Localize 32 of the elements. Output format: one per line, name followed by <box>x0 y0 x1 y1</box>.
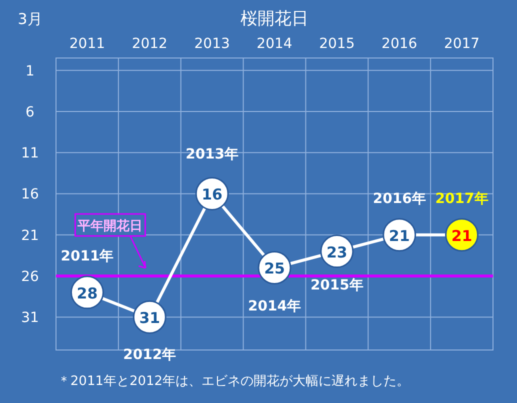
data-label: 28 <box>76 284 98 302</box>
annotation: 2013年 <box>186 146 239 163</box>
y-tick-label: 21 <box>21 228 39 244</box>
annotation: 2017年 <box>435 190 488 207</box>
chart-title: 桜開花日 <box>240 9 308 29</box>
x-tick-label: 2017 <box>444 36 480 52</box>
x-tick-label: 2012 <box>132 36 168 52</box>
x-tick-label: 2014 <box>256 36 292 52</box>
y-tick-label: 1 <box>26 63 34 80</box>
annotation: 2011年 <box>60 248 114 264</box>
y-tick-label: 31 <box>21 310 39 326</box>
y-tick-label: 26 <box>21 268 39 285</box>
data-label: 31 <box>139 309 160 328</box>
y-axis-title: 3月 <box>18 10 42 28</box>
y-tick-label: 11 <box>21 146 39 162</box>
annotation: 2016年 <box>372 190 426 207</box>
x-tick-label: 2011 <box>69 36 106 52</box>
data-label: 25 <box>264 260 285 278</box>
x-tick-label: 2015 <box>319 36 355 52</box>
data-label: 23 <box>326 243 348 262</box>
y-tick-label: 6 <box>26 104 35 120</box>
x-tick-label: 2013 <box>194 36 230 52</box>
y-tick-label: 16 <box>21 186 39 203</box>
annotation: 2012年 <box>123 347 176 364</box>
data-label: 21 <box>388 226 410 245</box>
annotation: 2015年 <box>310 277 364 294</box>
annotation: 2014年 <box>248 298 301 315</box>
data-label: 21 <box>451 226 472 245</box>
data-label: 16 <box>202 186 223 204</box>
x-tick-label: 2016 <box>382 36 418 52</box>
text: ＊2011年と2012年は、エビネの開花が大幅に遅れました。 <box>57 374 410 389</box>
ref-line-label: 平年開花日 <box>76 218 143 234</box>
